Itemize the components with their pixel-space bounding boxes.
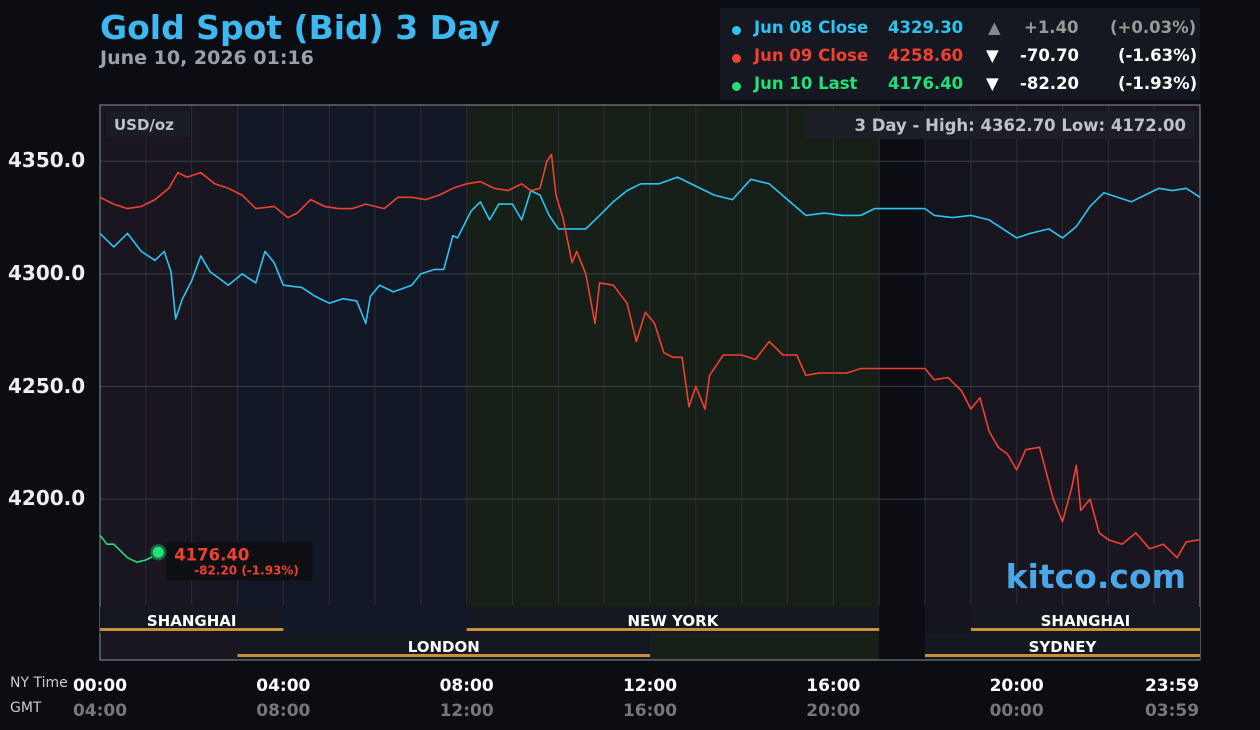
x-tick-label-gmt: 12:00 — [439, 701, 494, 721]
legend-change: -82.20 — [1020, 74, 1080, 93]
watermark-kitco: kitco.com — [1006, 557, 1186, 596]
legend-change: +1.40 — [1024, 18, 1079, 37]
y-tick-label: 4200.0 — [8, 486, 86, 511]
session-bar-underline — [100, 628, 284, 631]
legend-percent: (-1.63%) — [1118, 46, 1198, 65]
y-tick-label: 4300.0 — [8, 260, 86, 285]
session-background-band — [925, 105, 971, 660]
session-label: SHANGHAI — [147, 612, 237, 630]
chart-overlays: USD/oz 3 Day - High: 4362.70 Low: 4172.00… — [106, 111, 1194, 596]
legend-label: Jun 08 Close — [754, 18, 869, 37]
x-tick-label-gmt: 08:00 — [256, 701, 311, 721]
legend-dot — [732, 82, 741, 91]
x-tick-label-gmt: 20:00 — [806, 701, 861, 721]
legend-arrow: ▼ — [986, 74, 999, 93]
x-tick-label-gmt: 00:00 — [989, 701, 1044, 721]
last-price-dot — [152, 546, 164, 558]
x-tick-label-ny: 12:00 — [622, 676, 678, 696]
series-line-0 — [99, 176, 1201, 325]
session-label: NEW YORK — [628, 612, 720, 630]
last-price-box — [166, 542, 313, 581]
session-bar-underline — [237, 654, 650, 657]
chart-title: Gold Spot (Bid) 3 Day — [100, 8, 500, 47]
legend-box: Jun 08 Close 4329.30 ▲ +1.40 (+0.03%) Ju… — [720, 8, 1200, 100]
session-bar-underline — [925, 654, 1200, 657]
legend-change: -70.70 — [1020, 46, 1080, 65]
legend-dot — [732, 54, 741, 63]
session-bar-underline — [970, 628, 1200, 631]
session-label: LONDON — [408, 638, 480, 656]
series-line-1 — [99, 153, 1201, 559]
x-tick-label-ny: 08:00 — [439, 676, 494, 696]
chart-background — [100, 105, 1200, 660]
legend-price: 4329.30 — [888, 18, 964, 37]
session-background-band — [466, 105, 880, 660]
chart-frame — [99, 104, 1201, 661]
legend-dot — [732, 26, 741, 35]
x-tick-label-gmt: 04:00 — [72, 701, 128, 721]
x-tick-label-ny: 04:00 — [256, 676, 311, 696]
x-tick-label-ny: 00:00 — [72, 676, 128, 696]
x-tick-label-gmt: 03:59 — [1144, 701, 1200, 721]
legend-label: Jun 09 Close — [754, 46, 869, 65]
session-bar-underline — [466, 628, 880, 631]
legend-arrow: ▲ — [988, 18, 1001, 37]
last-price-change: -82.20 (-1.93%) — [194, 563, 299, 577]
tz-ny-label: NY Time — [10, 675, 68, 691]
session-label: SYDNEY — [1029, 638, 1098, 656]
legend-percent: (+0.03%) — [1110, 18, 1197, 37]
x-tick-label-ny: 23:59 — [1144, 676, 1200, 696]
unit-label-box — [106, 111, 190, 137]
tz-gmt-label: GMT — [10, 700, 42, 716]
session-background-band — [970, 105, 1200, 660]
x-tick-label-ny: 20:00 — [989, 676, 1044, 696]
session-background-band — [879, 105, 925, 660]
session-label: SHANGHAI — [1041, 612, 1131, 630]
range-label-box — [806, 111, 1194, 139]
x-tick-label-ny: 16:00 — [806, 676, 861, 696]
session-bars: SHANGHAI NEW YORK SHANGHAI LONDON SYDNEY — [100, 607, 1200, 659]
legend-label: Jun 10 Last — [754, 74, 858, 93]
y-tick-label: 4250.0 — [8, 373, 86, 398]
legend-price: 4176.40 — [888, 74, 964, 93]
legend-price: 4258.60 — [888, 46, 964, 65]
chart-timestamp: June 10, 2026 01:16 — [100, 47, 314, 69]
x-tick-label-gmt: 16:00 — [622, 701, 678, 721]
legend-arrow: ▼ — [986, 46, 999, 65]
y-tick-label: 4350.0 — [8, 148, 86, 173]
unit-label: USD/oz — [114, 116, 174, 134]
range-label: 3 Day - High: 4362.70 Low: 4172.00 — [855, 116, 1187, 135]
legend-percent: (-1.93%) — [1118, 74, 1198, 93]
last-price-value: 4176.40 — [174, 545, 249, 564]
